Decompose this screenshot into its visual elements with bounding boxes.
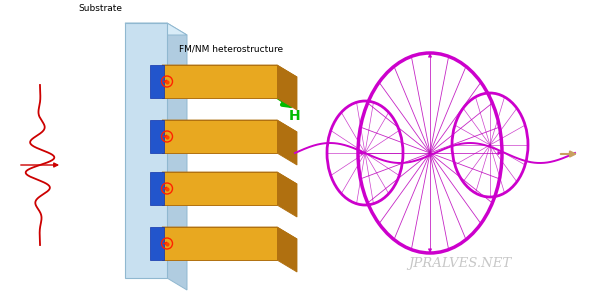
Bar	[162, 65, 277, 98]
Bar	[162, 120, 277, 153]
Text: FM/NM heterostructure: FM/NM heterostructure	[179, 44, 283, 53]
Polygon shape	[162, 227, 297, 239]
Polygon shape	[277, 227, 297, 272]
Polygon shape	[125, 23, 187, 35]
Polygon shape	[277, 120, 297, 165]
Text: JPRALVES.NET: JPRALVES.NET	[409, 256, 512, 270]
Polygon shape	[162, 120, 297, 132]
Text: Substrate: Substrate	[78, 4, 122, 13]
Bar	[150, 172, 164, 205]
Text: H: H	[289, 109, 301, 123]
Polygon shape	[162, 65, 297, 77]
Polygon shape	[167, 23, 187, 290]
Bar	[162, 172, 277, 205]
Bar	[150, 227, 164, 260]
Bar	[150, 65, 164, 98]
Polygon shape	[277, 65, 297, 110]
Bar	[125, 23, 167, 278]
Polygon shape	[162, 172, 297, 184]
Bar	[162, 227, 277, 260]
Polygon shape	[277, 172, 297, 217]
Bar	[150, 120, 164, 153]
